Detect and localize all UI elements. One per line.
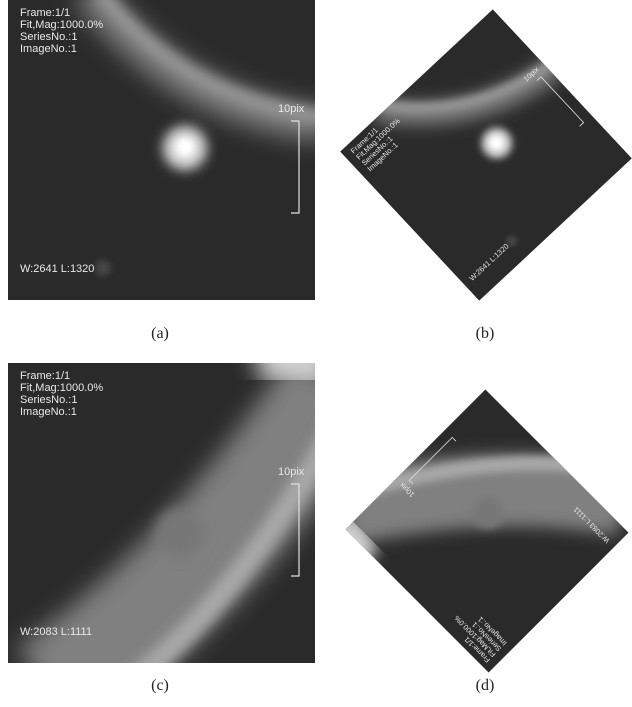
vessel-edge — [258, 360, 328, 373]
scale-label: 10pix — [278, 466, 305, 478]
overlay-series: SeriesNo.:1 — [20, 394, 77, 406]
image-panel: Frame:1/1Fit,Mag:1000.0%SeriesNo.:1Image… — [335, 0, 632, 301]
image-panel: Frame:1/1Fit,Mag:1000.0%SeriesNo.:1Image… — [8, 360, 338, 693]
panel-caption: (a) — [151, 325, 169, 342]
panel-caption: (b) — [476, 325, 495, 342]
panel-caption: (c) — [151, 677, 169, 694]
image-panel: Frame:1/1Fit,Mag:1000.0%SeriesNo.:1Image… — [8, 0, 328, 300]
panel-caption: (d) — [476, 677, 495, 694]
overlay-fit: Fit,Mag:1000.0% — [20, 19, 103, 31]
overlay-series: SeriesNo.:1 — [20, 31, 77, 43]
overlay-window: W:2083 L:1111 — [20, 626, 92, 638]
figure: Frame:1/1Fit,Mag:1000.0%SeriesNo.:1Image… — [0, 0, 632, 707]
scale-label: 10pix — [278, 103, 305, 115]
bump — [156, 509, 204, 557]
overlay-frame: Frame:1/1 — [20, 7, 70, 19]
overlay-fit: Fit,Mag:1000.0% — [20, 382, 103, 394]
overlay-image: ImageNo.:1 — [20, 43, 77, 55]
speckle — [95, 260, 111, 276]
bright-spot-core — [176, 138, 194, 156]
overlay-image: ImageNo.:1 — [20, 406, 77, 418]
overlay-window: W:2641 L:1320 — [20, 263, 94, 275]
overlay-frame: Frame:1/1 — [20, 370, 70, 382]
image-panel: Frame:1/1Fit,Mag:1000.0%SeriesNo.:1Image… — [333, 365, 632, 675]
